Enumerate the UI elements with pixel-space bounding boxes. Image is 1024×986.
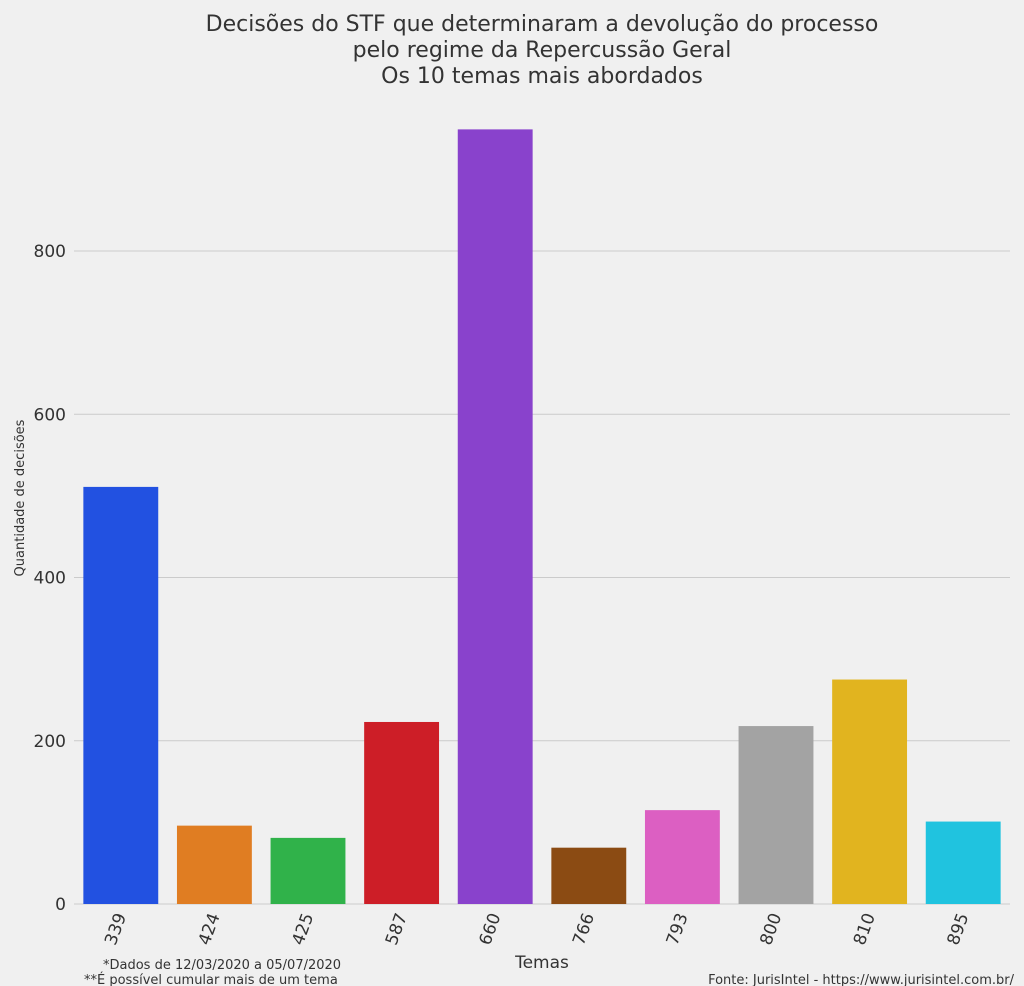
bar-895 — [925, 821, 1001, 904]
x-tick-label-800: 800 — [756, 911, 786, 948]
y-tick-label: 600 — [34, 405, 66, 425]
bar-766 — [551, 847, 627, 904]
x-tick-label-424: 424 — [195, 911, 225, 948]
y-tick-label: 800 — [34, 242, 66, 262]
x-tick-label-660: 660 — [476, 911, 506, 948]
y-tick-label: 200 — [34, 732, 66, 752]
x-tick-label-425: 425 — [288, 911, 318, 948]
source-credit: Fonte: JurisIntel - https://www.jurisint… — [708, 973, 1015, 986]
y-tick-label: 400 — [34, 569, 66, 589]
chart-title-line-1: Decisões do STF que determinaram a devol… — [206, 12, 879, 37]
x-tick-label-810: 810 — [850, 911, 880, 948]
x-axis-label: Temas — [514, 953, 569, 973]
x-tick-label-895: 895 — [944, 911, 974, 948]
x-tick-label-587: 587 — [382, 911, 412, 948]
bar-424 — [176, 825, 252, 904]
bar-660 — [457, 129, 533, 904]
bar-339 — [83, 486, 159, 904]
chart-title-line-3: Os 10 temas mais abordados — [381, 64, 703, 89]
chart-title-line-2: pelo regime da Repercussão Geral — [353, 38, 732, 63]
x-ticks: 339 424 425 587 660 766 793 800 810 895 — [101, 911, 973, 948]
x-tick-label-339: 339 — [101, 911, 131, 948]
footnote-dates: *Dados de 12/03/2020 a 05/07/2020 — [103, 958, 341, 973]
x-tick-label-793: 793 — [663, 911, 693, 948]
bar-800 — [738, 726, 814, 904]
footnote-cumulative: **É possível cumular mais de um tema — [84, 972, 338, 986]
bar-810 — [832, 679, 908, 904]
bar-425 — [270, 837, 346, 904]
y-ticks: 0 200 400 600 800 — [34, 242, 66, 915]
y-tick-label: 0 — [55, 895, 66, 915]
bar-587 — [364, 721, 440, 904]
bars — [83, 129, 1001, 904]
x-tick-label-766: 766 — [569, 911, 599, 948]
bar-793 — [644, 810, 720, 904]
y-axis-label: Quantidade de decisões — [13, 419, 28, 576]
